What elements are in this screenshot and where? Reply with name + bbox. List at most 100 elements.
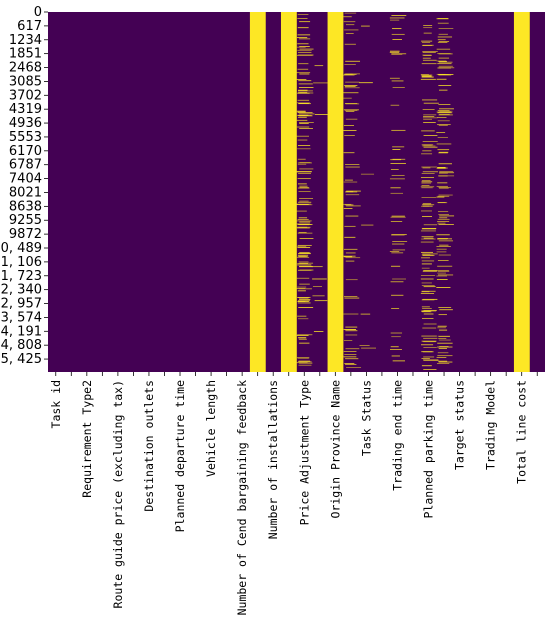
missing-cell-18 xyxy=(312,286,323,287)
missing-cell-25 xyxy=(421,40,433,42)
x-tick-label: Planned parking time xyxy=(422,380,436,519)
y-tick-label: 1234 xyxy=(9,33,42,48)
missing-cell-20 xyxy=(343,130,357,131)
y-tick-label: 3702 xyxy=(9,88,42,103)
missing-cell-25 xyxy=(422,57,431,59)
missing-cell-17 xyxy=(298,261,309,263)
missing-cell-25 xyxy=(423,238,434,239)
missing-cell-17 xyxy=(299,266,314,268)
missing-cell-25 xyxy=(421,181,433,183)
missing-cell-26 xyxy=(438,28,454,29)
missing-cell-23 xyxy=(390,281,404,283)
missing-cell-20 xyxy=(343,255,356,257)
missing-cell-20 xyxy=(344,225,356,227)
missing-cell-17 xyxy=(297,219,309,220)
missing-cell-25 xyxy=(423,135,438,136)
missing-cell-17 xyxy=(297,115,306,116)
missing-cell-25 xyxy=(421,182,432,184)
missing-cell-26 xyxy=(438,187,452,189)
missing-cell-17 xyxy=(299,115,313,117)
missing-cell-17 xyxy=(298,38,311,40)
missing-cell-23 xyxy=(391,234,405,236)
missing-cell-23 xyxy=(392,158,406,160)
missing-cell-25 xyxy=(422,204,435,206)
missing-cell-20 xyxy=(344,64,356,65)
missing-cell-26 xyxy=(436,275,447,277)
missing-cell-23 xyxy=(392,87,405,88)
y-tick-label: 6170 xyxy=(9,144,42,159)
missing-cell-17 xyxy=(297,286,307,288)
missing-cell-17 xyxy=(298,301,309,303)
missing-cell-17 xyxy=(296,335,309,336)
missing-cell-17 xyxy=(298,253,311,255)
missing-cell-17 xyxy=(297,232,313,234)
y-tick-label: 6787 xyxy=(9,158,42,173)
missing-cell-25 xyxy=(422,145,436,147)
missing-cell-18 xyxy=(312,278,327,280)
missing-cell-23 xyxy=(390,159,402,161)
missing-cell-26 xyxy=(436,111,451,113)
missing-cell-26 xyxy=(439,187,449,189)
missing-cell-17 xyxy=(297,43,309,45)
missing-cell-20 xyxy=(344,363,355,364)
missing-cell-20 xyxy=(345,330,358,332)
missing-cell-20 xyxy=(343,74,355,76)
missing-cell-25 xyxy=(423,286,436,288)
missing-cell-25 xyxy=(421,318,434,319)
missing-cell-26 xyxy=(437,260,449,261)
missing-cell-25 xyxy=(421,291,430,293)
missing-cell-17 xyxy=(299,238,314,239)
missing-cell-26 xyxy=(438,67,455,69)
x-tick-label: Trading end time xyxy=(390,380,404,491)
missing-cell-17 xyxy=(297,111,306,113)
missing-cell-17 xyxy=(296,223,310,225)
missing-cell-20 xyxy=(345,334,358,336)
missing-cell-26 xyxy=(438,314,447,316)
missing-cell-26 xyxy=(438,65,453,67)
missing-cell-20 xyxy=(345,110,355,112)
missing-cell-25 xyxy=(422,215,433,217)
y-tick-label: 8021 xyxy=(9,185,42,200)
missing-cell-17 xyxy=(299,123,309,125)
missing-cell-26 xyxy=(438,104,451,105)
missing-cell-17 xyxy=(298,360,311,362)
missing-cell-20 xyxy=(345,326,358,328)
missing-cell-20 xyxy=(344,204,354,206)
missing-cell-23 xyxy=(390,104,400,106)
x-tick-label: Destination outlets xyxy=(142,380,156,512)
x-axis: Task id Requirement Type2 Route guide pric… xyxy=(49,372,538,615)
missing-cell-26 xyxy=(437,167,448,169)
missing-cell-17 xyxy=(299,187,309,189)
missing-cell-26 xyxy=(437,42,448,43)
missing-cell-25 xyxy=(422,311,432,313)
missing-cell-23 xyxy=(390,192,404,194)
missing-cell-20 xyxy=(344,29,359,31)
missing-cell-23 xyxy=(391,336,401,338)
missing-cell-23 xyxy=(389,349,402,350)
missing-cell-18 xyxy=(314,114,328,115)
missing-cell-26 xyxy=(438,57,450,59)
missing-cell-26 xyxy=(438,61,453,63)
missing-cell-17 xyxy=(296,79,307,80)
missing-cell-26 xyxy=(436,279,448,280)
missing-cell-25 xyxy=(421,285,435,286)
y-tick-label: 14, 191 xyxy=(0,324,42,339)
y-tick-label: 2468 xyxy=(9,61,42,76)
missing-cell-18 xyxy=(314,300,328,302)
missing-cell-25 xyxy=(421,358,430,359)
missing-cell-25 xyxy=(423,115,435,117)
missing-cell-20 xyxy=(345,24,355,26)
missing-cell-17 xyxy=(298,297,309,299)
missing-cell-25 xyxy=(422,59,437,61)
y-tick-label: 5553 xyxy=(9,130,42,145)
missing-cell-20 xyxy=(344,85,358,87)
missing-cell-26 xyxy=(438,254,451,256)
missing-cell-17 xyxy=(296,110,306,112)
missing-cell-20 xyxy=(343,313,359,315)
missing-cell-26 xyxy=(437,39,446,41)
missing-cell-20 xyxy=(343,329,357,331)
missing-cell-23 xyxy=(392,28,402,30)
missing-cell-25 xyxy=(421,180,431,181)
missing-cell-17 xyxy=(299,221,311,223)
missing-cell-23 xyxy=(391,53,407,55)
